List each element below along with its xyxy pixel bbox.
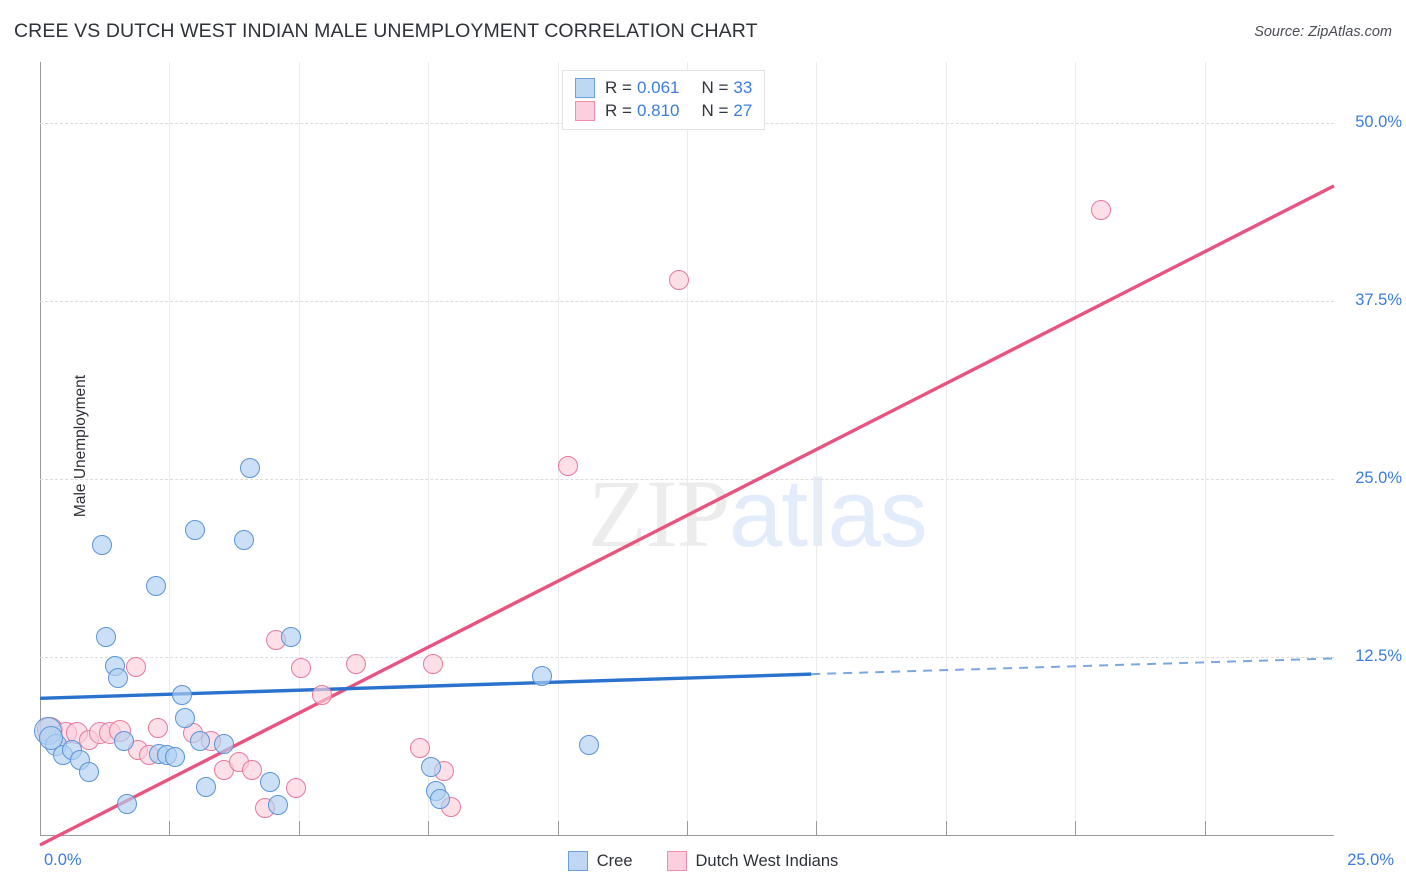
- y-axis-tick-label: 37.5%: [1355, 291, 1402, 310]
- x-gridline: [169, 62, 171, 835]
- r-label-dutch-west-indians: R =: [605, 101, 632, 120]
- x-tick-mark: [945, 821, 947, 835]
- trend-line-dutch-west-indians: [39, 184, 1335, 847]
- swatch-dutch-west-indians-icon: [575, 101, 595, 121]
- data-point-dutch-west-indians[interactable]: [1091, 200, 1112, 221]
- x-axis-max-label: 25.0%: [1347, 851, 1394, 869]
- y-axis-tick-label: 50.0%: [1355, 113, 1402, 132]
- x-axis-line: [40, 835, 1334, 836]
- y-axis-tick-label: 12.5%: [1355, 647, 1402, 666]
- n-label-cree: N =: [701, 78, 729, 97]
- x-tick-mark: [687, 821, 688, 835]
- y-axis-line: [40, 62, 41, 835]
- data-point-cree[interactable]: [185, 520, 206, 541]
- data-point-cree[interactable]: [260, 772, 281, 793]
- n-value-cree: 33: [733, 78, 753, 97]
- data-point-dutch-west-indians[interactable]: [242, 759, 263, 780]
- data-point-cree[interactable]: [96, 627, 117, 648]
- legend-label-dutch-west-indians: Dutch West Indians: [695, 851, 839, 870]
- x-gridline: [298, 62, 300, 835]
- data-point-cree[interactable]: [174, 708, 195, 729]
- x-tick-mark: [298, 821, 300, 835]
- series-legend: Cree Dutch West Indians: [0, 851, 1406, 871]
- legend-swatch-dutch-west-indians-icon: [666, 851, 687, 871]
- source-attribution: Source: ZipAtlas.com: [1254, 24, 1392, 40]
- data-point-dutch-west-indians[interactable]: [291, 658, 312, 679]
- data-point-cree[interactable]: [116, 793, 137, 814]
- legend-item-dutch-west-indians[interactable]: Dutch West Indians: [666, 851, 839, 871]
- data-point-cree[interactable]: [239, 457, 260, 478]
- x-gridline: [1204, 62, 1206, 835]
- data-point-cree[interactable]: [79, 762, 100, 783]
- data-point-cree[interactable]: [429, 789, 450, 810]
- data-point-dutch-west-indians[interactable]: [312, 685, 333, 706]
- x-tick-mark: [557, 821, 559, 835]
- y-axis-title: Male Unemployment: [72, 374, 90, 518]
- data-point-dutch-west-indians[interactable]: [148, 718, 168, 739]
- data-point-dutch-west-indians[interactable]: [125, 657, 146, 678]
- watermark-atlas-text: atlas: [729, 460, 928, 567]
- page-title: CREE VS DUTCH WEST INDIAN MALE UNEMPLOYM…: [14, 20, 758, 42]
- legend-label-cree: Cree: [596, 851, 633, 870]
- x-tick-mark: [1204, 821, 1206, 835]
- data-point-dutch-west-indians[interactable]: [286, 778, 307, 799]
- data-point-cree[interactable]: [172, 685, 193, 706]
- data-point-cree[interactable]: [195, 776, 216, 797]
- data-point-cree[interactable]: [281, 627, 302, 648]
- trend-line-cree-extrapolated: [811, 657, 1335, 676]
- data-point-dutch-west-indians[interactable]: [669, 269, 690, 290]
- x-gridline: [557, 62, 559, 835]
- trend-lines: [39, 184, 1335, 847]
- data-point-dutch-west-indians[interactable]: [410, 738, 431, 759]
- legend-item-cree[interactable]: Cree: [567, 851, 633, 871]
- data-point-cree[interactable]: [164, 746, 185, 767]
- legend-swatch-cree-icon: [567, 851, 588, 871]
- x-gridline: [428, 62, 430, 835]
- x-tick-mark: [169, 821, 171, 835]
- y-axis-tick-label: 25.0%: [1355, 469, 1402, 488]
- data-point-cree[interactable]: [213, 733, 234, 754]
- data-point-cree[interactable]: [146, 575, 167, 596]
- zipatlas-watermark: ZIPatlas: [588, 466, 928, 562]
- trend-line-cree: [39, 672, 812, 701]
- swatch-cree-icon: [575, 78, 595, 98]
- data-point-cree[interactable]: [420, 756, 441, 777]
- scatter-plot-area: ZIPatlas: [33, 62, 1335, 847]
- x-tick-mark: [428, 821, 430, 835]
- x-gridline: [1075, 62, 1077, 835]
- r-label-cree: R =: [605, 78, 632, 97]
- data-point-cree[interactable]: [268, 795, 289, 816]
- stats-row-cree: R = 0.061 N = 33: [575, 78, 752, 98]
- n-value-dutch-west-indians: 27: [733, 101, 753, 120]
- x-gridline: [945, 62, 947, 835]
- correlation-stats-legend: R = 0.061 N = 33 R = 0.810 N = 27: [562, 70, 766, 130]
- data-point-cree[interactable]: [39, 726, 64, 751]
- data-point-cree[interactable]: [107, 668, 128, 689]
- data-point-cree[interactable]: [190, 731, 211, 752]
- r-value-dutch-west-indians: 0.810: [636, 101, 680, 120]
- r-value-cree: 0.061: [636, 78, 680, 97]
- stats-row-dutch-west-indians: R = 0.810 N = 27: [575, 101, 752, 121]
- data-point-cree[interactable]: [92, 534, 113, 555]
- data-point-cree[interactable]: [234, 530, 255, 551]
- data-point-dutch-west-indians[interactable]: [557, 456, 578, 477]
- data-point-cree[interactable]: [532, 665, 553, 686]
- watermark-zip-text: ZIP: [588, 460, 730, 567]
- x-tick-mark: [816, 821, 818, 835]
- x-gridline: [687, 62, 688, 835]
- data-point-cree[interactable]: [113, 731, 134, 752]
- data-point-cree[interactable]: [578, 735, 599, 756]
- n-label-dutch-west-indians: N =: [701, 101, 729, 120]
- data-point-dutch-west-indians[interactable]: [423, 654, 444, 675]
- x-axis-min-label: 0.0%: [44, 851, 82, 869]
- x-tick-mark: [1075, 821, 1077, 835]
- data-point-dutch-west-indians[interactable]: [345, 654, 366, 675]
